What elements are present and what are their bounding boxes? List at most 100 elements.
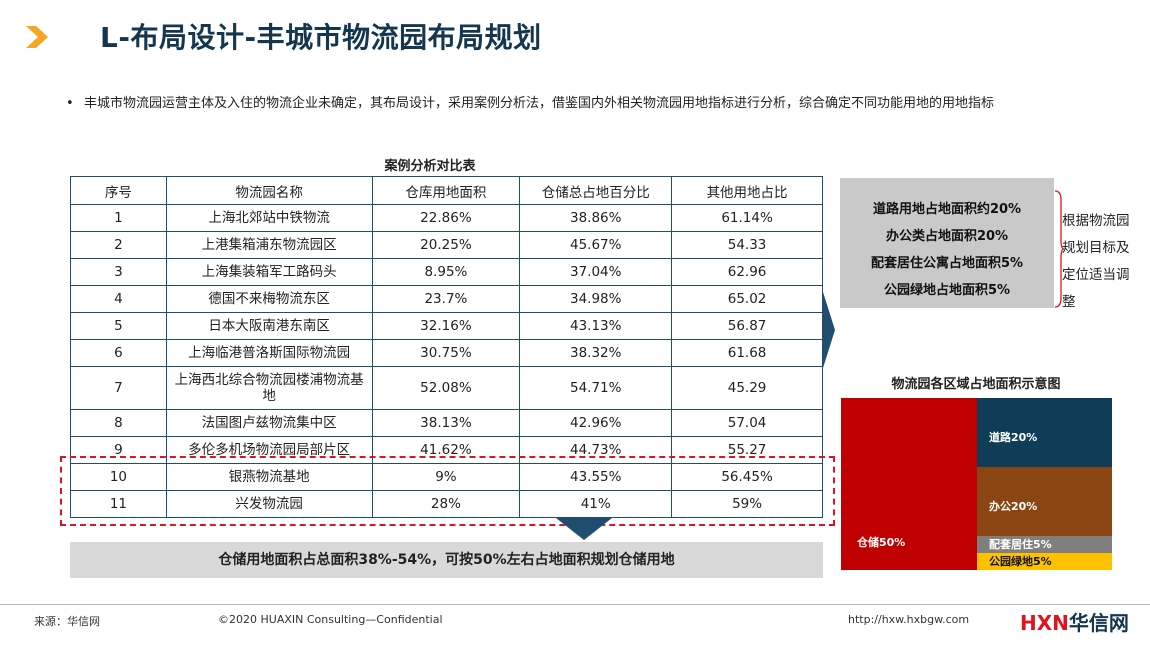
table-row: 4 德国不来梅物流东区 23.7% 34.98% 65.02 xyxy=(70,285,823,313)
table-row: 6 上海临港普洛斯国际物流园 30.75% 38.32% 61.68 xyxy=(70,339,823,367)
cell-storage-share: 42.96% xyxy=(519,409,673,437)
land-use-targets-box: 道路用地占地面积约20% 办公类占地面积20% 配套居住公寓占地面积5% 公园绿… xyxy=(840,178,1054,308)
table-row: 8 法国图卢兹物流集中区 38.13% 42.96% 57.04 xyxy=(70,409,823,437)
table-row: 9 多伦多机场物流园局部片区 41.62% 44.73% 55.27 xyxy=(70,436,823,464)
footer-copyright: ©2020 HUAXIN Consulting—Confidential xyxy=(218,613,443,626)
treemap-label: 公园绿地5% xyxy=(989,555,1052,568)
cell-name: 日本大阪南港东南区 xyxy=(165,312,373,340)
cell-storage-share: 44.73% xyxy=(519,436,673,464)
table-row: 3 上海集装箱军工路码头 8.95% 37.04% 62.96 xyxy=(70,258,823,286)
cell-index: 4 xyxy=(70,285,167,313)
cell-other-share: 59% xyxy=(671,490,823,518)
cell-other-share: 54.33 xyxy=(671,231,823,259)
logo-mark: HXN xyxy=(1020,611,1069,635)
treemap-cell-storage: 仓储50% xyxy=(841,398,977,570)
logo-name: 华信网 xyxy=(1068,611,1129,635)
cell-other-share: 61.14% xyxy=(671,204,823,232)
cell-warehouse-area: 20.25% xyxy=(371,231,521,259)
arrow-right-icon xyxy=(823,292,835,368)
cell-other-share: 61.68 xyxy=(671,339,823,367)
footer-url[interactable]: http://hxw.hxbgw.com xyxy=(848,613,970,626)
arrow-down-icon xyxy=(556,518,612,540)
treemap-label: 配套居住5% xyxy=(989,538,1052,551)
cell-warehouse-area: 22.86% xyxy=(371,204,521,232)
cell-warehouse-area: 9% xyxy=(371,463,521,491)
cell-storage-share: 38.86% xyxy=(519,204,673,232)
target-line: 公园绿地占地面积5% xyxy=(883,283,1011,298)
treemap-cell-housing: 配套居住5% xyxy=(977,536,1112,553)
target-line: 道路用地占地面积约20% xyxy=(872,202,1022,217)
target-line: 办公类占地面积20% xyxy=(885,229,1009,244)
cell-index: 1 xyxy=(70,204,167,232)
cell-warehouse-area: 30.75% xyxy=(371,339,521,367)
treemap-label: 办公20% xyxy=(989,499,1038,513)
treemap-label: 仓储50% xyxy=(857,535,906,549)
case-comparison-table: 序号 物流园名称 仓库用地面积 仓储总占地百分比 其他用地占比 1 上海北郊站中… xyxy=(70,176,823,518)
table-row: 7 上海西北综合物流园楼浦物流基地 52.08% 54.71% 45.29 xyxy=(70,366,823,410)
table-row: 5 日本大阪南港东南区 32.16% 43.13% 56.87 xyxy=(70,312,823,340)
cell-other-share: 55.27 xyxy=(671,436,823,464)
cell-index: 8 xyxy=(70,409,167,437)
treemap-label: 道路20% xyxy=(989,430,1038,444)
chevron-right-icon xyxy=(26,26,48,48)
cell-name: 德国不来梅物流东区 xyxy=(165,285,373,313)
cell-index: 11 xyxy=(70,490,167,518)
cell-warehouse-area: 38.13% xyxy=(371,409,521,437)
header-cell: 仓库用地面积 xyxy=(371,176,521,205)
cell-index: 6 xyxy=(70,339,167,367)
cell-storage-share: 54.71% xyxy=(519,366,673,410)
cell-other-share: 56.87 xyxy=(671,312,823,340)
cell-name: 多伦多机场物流园局部片区 xyxy=(165,436,373,464)
cell-other-share: 62.96 xyxy=(671,258,823,286)
cell-index: 5 xyxy=(70,312,167,340)
conclusion-banner: 仓储用地面积占总面积38%-54%，可按50%左右占地面积规划仓储用地 xyxy=(70,542,823,578)
cell-name: 兴发物流园 xyxy=(165,490,373,518)
cell-index: 7 xyxy=(70,366,167,410)
page-title: L-布局设计-丰城市物流园布局规划 xyxy=(100,21,542,54)
intro-text: 丰城市物流园运营主体及入住的物流企业未确定，其布局设计，采用案例分析法，借鉴国内… xyxy=(84,96,995,111)
table-row: 2 上港集箱浦东物流园区 20.25% 45.67% 54.33 xyxy=(70,231,823,259)
cell-other-share: 57.04 xyxy=(671,409,823,437)
cell-other-share: 65.02 xyxy=(671,285,823,313)
treemap-cell-office: 办公20% xyxy=(977,467,1112,536)
table-row: 11 兴发物流园 28% 41% 59% xyxy=(70,490,823,518)
highlight-dashed-box xyxy=(60,456,835,526)
cell-name: 上海临港普洛斯国际物流园 xyxy=(165,339,373,367)
header-cell: 仓储总占地百分比 xyxy=(519,176,673,205)
cell-storage-share: 43.55% xyxy=(519,463,673,491)
table-caption: 案例分析对比表 xyxy=(384,159,476,174)
cell-warehouse-area: 28% xyxy=(371,490,521,518)
table-row: 10 银燕物流基地 9% 43.55% 56.45% xyxy=(70,463,823,491)
cell-warehouse-area: 8.95% xyxy=(371,258,521,286)
brace-icon xyxy=(1054,190,1064,308)
cell-other-share: 56.45% xyxy=(671,463,823,491)
table-row: 1 上海北郊站中铁物流 22.86% 38.86% 61.14% xyxy=(70,204,823,232)
target-line: 配套居住公寓占地面积5% xyxy=(870,256,1024,271)
intro-bullet: • 丰城市物流园运营主体及入住的物流企业未确定，其布局设计，采用案例分析法，借鉴… xyxy=(66,92,1126,116)
cell-storage-share: 38.32% xyxy=(519,339,673,367)
header-cell: 物流园名称 xyxy=(165,176,373,205)
adjustment-note: 根据物流园规划目标及定位适当调整 xyxy=(1062,213,1130,310)
huaxin-logo: HXN华信网 xyxy=(1020,607,1129,636)
cell-storage-share: 43.13% xyxy=(519,312,673,340)
cell-index: 2 xyxy=(70,231,167,259)
treemap-cell-park: 公园绿地5% xyxy=(977,553,1112,570)
cell-storage-share: 45.67% xyxy=(519,231,673,259)
cell-storage-share: 41% xyxy=(519,490,673,518)
bullet-dot: • xyxy=(66,96,74,111)
cell-storage-share: 34.98% xyxy=(519,285,673,313)
cell-name: 上海集装箱军工路码头 xyxy=(165,258,373,286)
header-cell: 序号 xyxy=(70,176,167,205)
land-area-treemap: 仓储50% 道路20% 办公20% 配套居住5% 公园绿地5% xyxy=(841,398,1112,570)
cell-warehouse-area: 32.16% xyxy=(371,312,521,340)
cell-index: 3 xyxy=(70,258,167,286)
cell-warehouse-area: 23.7% xyxy=(371,285,521,313)
cell-name: 上海西北综合物流园楼浦物流基地 xyxy=(165,366,373,410)
table-header-row: 序号 物流园名称 仓库用地面积 仓储总占地百分比 其他用地占比 xyxy=(70,176,823,205)
cell-warehouse-area: 52.08% xyxy=(371,366,521,410)
cell-name: 上港集箱浦东物流园区 xyxy=(165,231,373,259)
cell-name: 上海北郊站中铁物流 xyxy=(165,204,373,232)
treemap-cell-road: 道路20% xyxy=(977,398,1112,467)
cell-index: 9 xyxy=(70,436,167,464)
treemap-title: 物流园各区域占地面积示意图 xyxy=(891,377,1061,392)
